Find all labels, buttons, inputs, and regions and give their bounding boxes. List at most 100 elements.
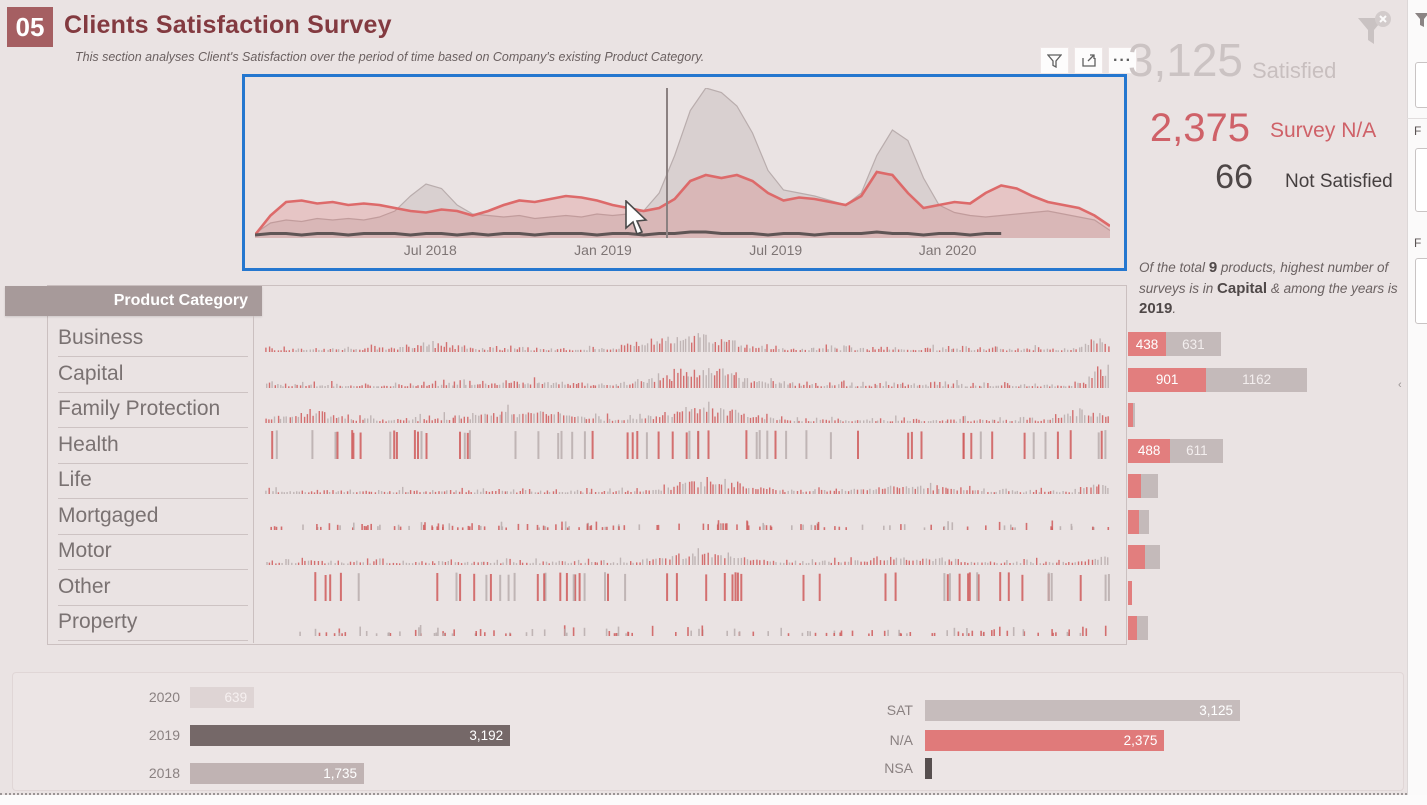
category-item-capital[interactable]: Capital (58, 357, 248, 393)
kpi-not-satisfied-value: 66 (1215, 158, 1253, 196)
timeline-tick-jul-2019: Jul 2019 (749, 242, 803, 258)
status-bars-value-sat: 3,125 (1199, 703, 1233, 718)
strip-row-property[interactable] (265, 604, 1110, 638)
year-bars-bar-2018[interactable]: 1,735 (190, 763, 365, 784)
timeline-area-survey-n-a (255, 172, 1110, 238)
insight-total-products: 9 (1208, 259, 1218, 276)
year-bars-value-2020: 639 (224, 690, 248, 705)
insight-text: Of the total 9 products, highest number … (1139, 258, 1403, 320)
mouse-cursor (625, 200, 648, 236)
strip-row-motor[interactable] (265, 533, 1110, 567)
status-bars-bar-n-a[interactable]: 2,375 (925, 730, 1165, 751)
year-bars-label-2019: 2019 (148, 727, 180, 743)
insight-top-year: 2019 (1139, 300, 1173, 318)
stacked-seg-other-survey-n-a[interactable] (1128, 580, 1132, 605)
product-category-header: Product Category (5, 286, 262, 316)
filter-icon[interactable] (1040, 47, 1069, 74)
stacked-bar-other[interactable] (1128, 580, 1132, 605)
status-bars-label-n-a: N/A (889, 732, 913, 748)
filters-pane-funnel-icon[interactable] (1415, 12, 1427, 33)
satisfaction-timeline-chart[interactable] (255, 88, 1110, 238)
strip-row-health[interactable] (265, 427, 1110, 461)
product-category-visual-border (47, 285, 1127, 645)
kpi-satisfied[interactable]: 3,125 (1000, 33, 1243, 87)
stacked-seg-health-survey-n-a[interactable]: 488 (1128, 438, 1171, 463)
stacked-seg-family-protection-satisfied[interactable] (1132, 403, 1135, 428)
more-options-icon[interactable]: ··· (1108, 47, 1137, 74)
stacked-bar-business[interactable]: 438 631 (1128, 332, 1221, 356)
insight-part1: Of the total (1139, 260, 1206, 275)
page-title: Clients Satisfaction Survey (64, 11, 392, 39)
filter-pane-card-1[interactable] (1415, 148, 1427, 212)
stacked-seg-family-protection-survey-n-a[interactable] (1128, 403, 1133, 428)
stacked-seg-motor-survey-n-a[interactable] (1128, 545, 1145, 570)
kpi-not-satisfied[interactable]: 66 (1050, 158, 1253, 197)
strip-row-life[interactable] (265, 462, 1110, 496)
year-bars-label-2018: 2018 (148, 765, 180, 781)
category-item-motor[interactable]: Motor (58, 534, 248, 571)
status-bars-bar-nsa[interactable] (925, 758, 932, 779)
pane-collapse-arrow-icon[interactable]: ‹ (1398, 379, 1402, 391)
clear-filters-icon[interactable] (1350, 6, 1396, 57)
stacked-seg-mortgaged-survey-n-a[interactable] (1128, 509, 1140, 534)
stacked-seg-life-survey-n-a[interactable] (1128, 474, 1141, 499)
timeline-visual-selection-frame[interactable] (242, 74, 1127, 271)
kpi-satisfied-label: Satisfied (1252, 58, 1337, 83)
stacked-bar-capital[interactable]: 901 1162 (1128, 367, 1307, 392)
stacked-seg-capital-survey-n-a[interactable]: 901 (1128, 367, 1207, 392)
timeline-tick-jan-2019: Jan 2019 (574, 242, 632, 258)
kpi-survey-na-value: 2,375 (1149, 106, 1250, 150)
stacked-bar-motor[interactable] (1128, 545, 1160, 570)
strip-row-capital[interactable] (265, 356, 1110, 390)
year-bars-bar-2020[interactable]: 639 (190, 687, 255, 708)
timeline-tick-jan-2020: Jan 2020 (918, 242, 977, 258)
category-item-mortgaged[interactable]: Mortgaged (58, 499, 248, 535)
status-bars-label-nsa: NSA (884, 760, 913, 776)
category-item-property[interactable]: Property (58, 605, 248, 642)
year-bars-bar-2019[interactable]: 3,192 (190, 725, 511, 746)
section-number-badge: 05 (7, 7, 53, 47)
status-bars-label-sat: SAT (886, 702, 913, 718)
stacked-seg-motor-satisfied[interactable] (1145, 545, 1160, 570)
stacked-seg-property-satisfied[interactable] (1137, 616, 1149, 641)
category-item-family-protection[interactable]: Family Protection (58, 392, 248, 429)
category-item-life[interactable]: Life (58, 463, 248, 500)
stacked-bar-property[interactable] (1128, 616, 1149, 641)
stacked-seg-health-satisfied[interactable]: 611 (1170, 438, 1224, 463)
stacked-bar-family-protection[interactable] (1128, 403, 1135, 428)
strip-row-mortgaged[interactable] (265, 498, 1110, 532)
kpi-survey-na[interactable]: 2,375 (1010, 106, 1250, 151)
stacked-bar-mortgaged[interactable] (1128, 509, 1149, 534)
status-bars-bar-sat[interactable]: 3,125 (925, 700, 1240, 721)
timeline-area-satisfied (255, 88, 1110, 238)
stacked-seg-property-survey-n-a[interactable] (1128, 616, 1138, 641)
stacked-seg-life-satisfied[interactable] (1141, 474, 1158, 499)
strip-row-business[interactable] (265, 320, 1110, 354)
insight-part2: products, highest number of surveys is i… (1139, 260, 1389, 296)
stacked-bar-health[interactable]: 488 611 (1128, 438, 1224, 463)
filters-pane-collapsed[interactable] (1407, 0, 1427, 795)
stacked-seg-mortgaged-satisfied[interactable] (1139, 509, 1149, 534)
stacked-seg-business-survey-n-a[interactable]: 438 (1128, 332, 1166, 356)
stacked-seg-business-satisfied[interactable]: 631 (1166, 332, 1221, 356)
filter-pane-card-2[interactable] (1415, 258, 1427, 324)
insight-part3: & among the years is (1270, 280, 1398, 296)
kpi-satisfied-label-wrap: Satisfied (1252, 58, 1336, 84)
status-bars-value-n-a: 2,375 (1123, 733, 1158, 748)
filter-pane-label-2: F (1414, 236, 1422, 250)
category-item-health[interactable]: Health (58, 428, 248, 464)
kpi-survey-na-label-wrap: Survey N/A (1270, 119, 1376, 143)
filter-pane-search-box[interactable] (1415, 62, 1427, 108)
category-item-business[interactable]: Business (58, 321, 248, 357)
strip-row-other[interactable] (265, 569, 1110, 603)
stacked-seg-capital-satisfied[interactable]: 1162 (1206, 367, 1307, 392)
focus-mode-icon[interactable] (1074, 47, 1103, 74)
category-item-other[interactable]: Other (58, 570, 248, 606)
below-page-area (0, 795, 1427, 805)
year-bars-value-2019: 3,192 (469, 728, 504, 743)
page-subtitle: This section analyses Client's Satisfact… (75, 50, 705, 64)
kpi-satisfied-value: 3,125 (1127, 34, 1243, 86)
stacked-bar-life[interactable] (1128, 474, 1158, 499)
strip-row-family-protection[interactable] (265, 391, 1110, 425)
filter-pane-divider (1407, 118, 1427, 119)
